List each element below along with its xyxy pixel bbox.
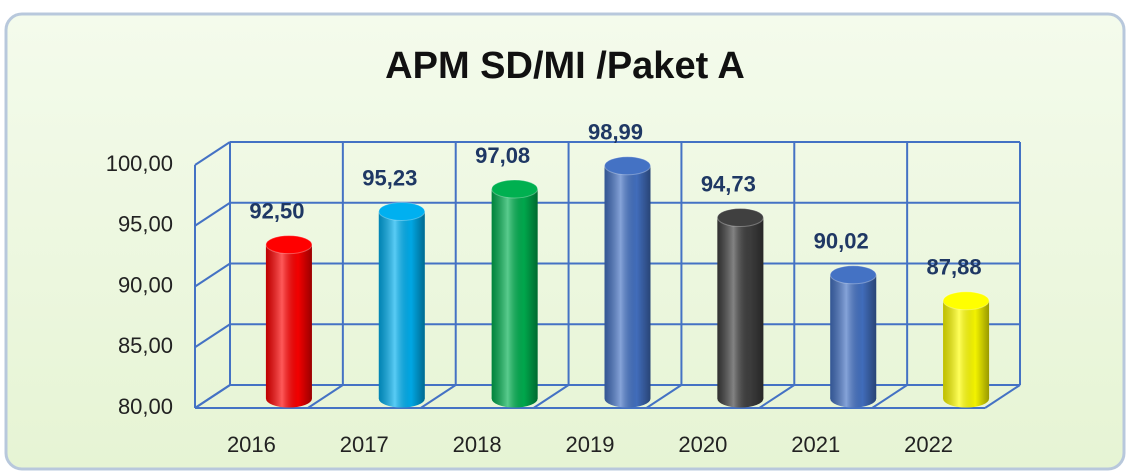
floor-divider <box>420 384 457 409</box>
x-tick-label: 2016 <box>227 432 276 457</box>
bar <box>378 201 426 408</box>
bar-part <box>943 300 990 399</box>
bar <box>942 291 990 408</box>
bar <box>716 208 764 408</box>
bar <box>604 156 651 408</box>
y-tick-label: 85,00 <box>118 333 173 358</box>
bar-part <box>716 208 764 228</box>
bar-part <box>491 188 538 399</box>
floor-divider <box>645 384 682 409</box>
data-label: 97,08 <box>475 143 530 168</box>
side-grid-line <box>194 323 231 349</box>
side-grid-line <box>194 262 231 288</box>
x-tick-label: 2021 <box>791 432 840 457</box>
y-tick-label: 100,00 <box>106 151 173 176</box>
data-label: 95,23 <box>362 165 417 190</box>
bar <box>265 235 313 408</box>
floor-divider <box>871 384 908 409</box>
side-grid-line <box>194 384 231 409</box>
chart-title: APM SD/MI /Paket A <box>385 45 745 87</box>
bar-part <box>829 265 877 285</box>
y-tick-label: 90,00 <box>118 272 173 297</box>
floor-divider <box>307 384 344 409</box>
bar-part <box>942 291 990 311</box>
floor-divider <box>758 384 795 409</box>
bar <box>829 265 877 408</box>
bar-part <box>604 165 651 399</box>
side-grid-line <box>194 141 231 166</box>
x-tick-label: 2017 <box>340 432 389 457</box>
bar-part <box>717 217 764 399</box>
x-tick-label: 2020 <box>678 432 727 457</box>
data-label: 90,02 <box>814 229 869 254</box>
x-tick-label: 2018 <box>453 432 502 457</box>
bar-part <box>830 274 877 399</box>
bar-part <box>265 244 312 399</box>
bar-part <box>265 235 313 255</box>
y-tick-label: 80,00 <box>118 394 173 419</box>
floor-divider <box>533 384 570 409</box>
data-label: 98,99 <box>588 120 643 145</box>
bar-part <box>604 156 651 176</box>
y-tick-label: 95,00 <box>118 212 173 237</box>
data-label: 87,88 <box>927 255 982 280</box>
bar-part <box>378 201 426 221</box>
bar-part <box>491 179 539 199</box>
bar-part <box>378 211 425 399</box>
x-tick-label: 2019 <box>566 432 615 457</box>
data-label: 92,50 <box>249 198 304 223</box>
data-label: 94,73 <box>701 171 756 196</box>
bar <box>491 179 539 408</box>
side-grid-line <box>194 201 231 227</box>
floor-divider <box>984 384 1021 409</box>
x-tick-label: 2022 <box>904 432 953 457</box>
